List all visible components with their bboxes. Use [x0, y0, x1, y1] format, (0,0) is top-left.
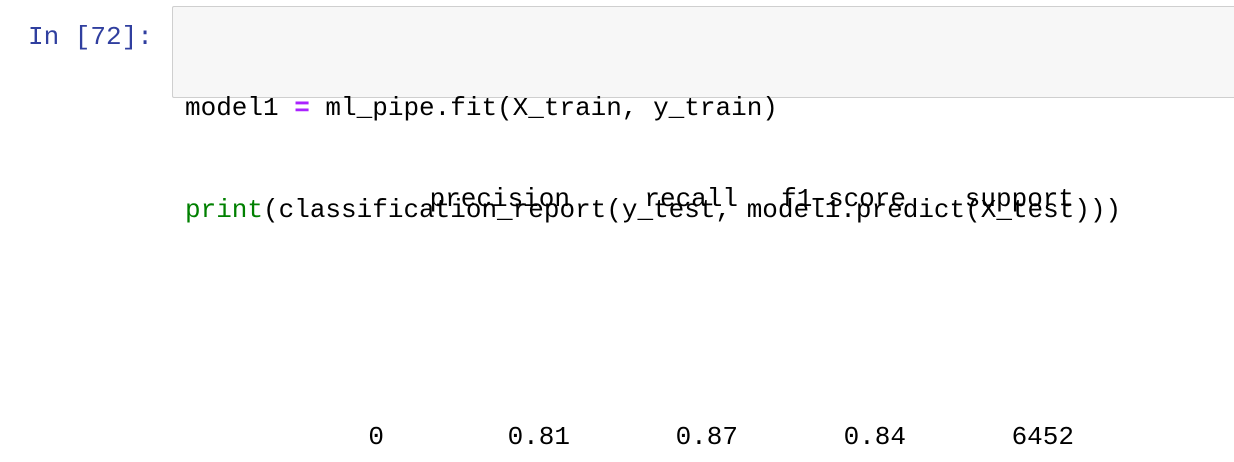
header-f1-score: f1-score [781, 184, 906, 214]
code-text: model1 [185, 93, 295, 123]
code-text: (classification_report(y_test, model1.pr… [263, 195, 1122, 225]
f1-value: 0.84 [843, 422, 906, 452]
blank-line [172, 284, 1092, 318]
code-line-2: print(classification_report(y_test, mode… [185, 193, 1234, 227]
code-input-area[interactable]: model1 = ml_pipe.fit(X_train, y_train) p… [172, 6, 1234, 225]
header-support: support [964, 184, 1074, 214]
report-header-row: precision recall f1-score support [172, 182, 1092, 216]
code-line-1: model1 = ml_pipe.fit(X_train, y_train) [185, 91, 1234, 125]
report-row: 0 0.81 0.87 0.84 6452 [172, 420, 1092, 454]
header-recall: recall [644, 184, 738, 214]
code-text: ml_pipe.fit(X_train, y_train) [309, 93, 778, 123]
cell-output: precision recall f1-score support 0 0.81… [172, 114, 1092, 462]
header-precision: precision [429, 184, 570, 214]
input-prompt: In [72]: [28, 22, 153, 52]
print-builtin: print [185, 195, 264, 225]
row-label: 0 [368, 422, 384, 452]
assignment-operator: = [294, 93, 310, 123]
precision-value: 0.81 [507, 422, 570, 452]
support-value: 6452 [1011, 422, 1074, 452]
recall-value: 0.87 [675, 422, 738, 452]
